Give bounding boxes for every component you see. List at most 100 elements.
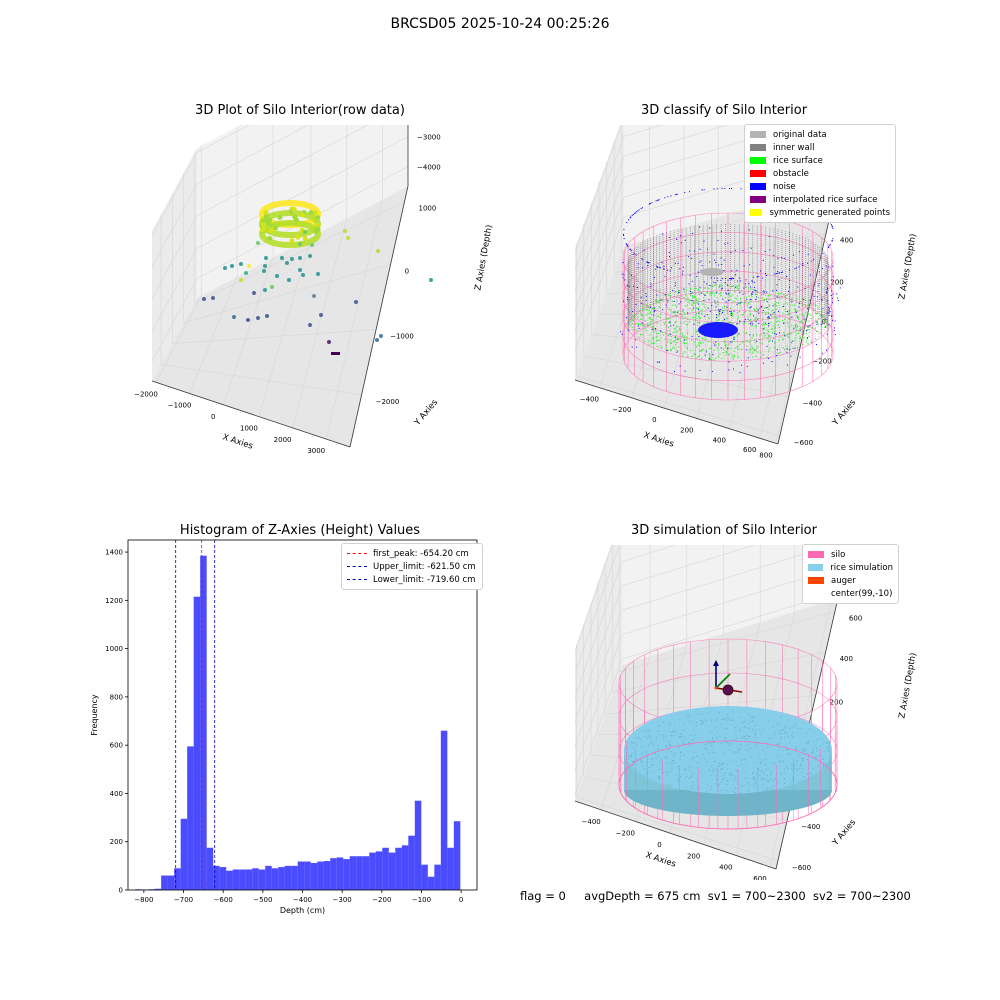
- rice-simulation-point: [693, 756, 695, 758]
- noise-point: [660, 330, 661, 332]
- noise-point: [728, 361, 730, 363]
- noise-point: [727, 347, 729, 349]
- rice-simulation-point: [755, 737, 757, 739]
- rice-surface-point: [807, 304, 809, 306]
- noise-point: [820, 324, 822, 325]
- rice-surface-point: [739, 304, 741, 306]
- rice-surface-point: [682, 315, 684, 317]
- rice-surface-point: [763, 307, 765, 309]
- rice-surface-point: [804, 319, 806, 321]
- noise-point: [804, 287, 806, 289]
- rice-simulation-point: [732, 743, 733, 745]
- rice-simulation-point: [779, 761, 781, 763]
- rice-simulation-point: [741, 737, 743, 739]
- rice-surface-point: [678, 337, 680, 339]
- noise-point: [742, 293, 744, 295]
- noise-point: [768, 357, 769, 359]
- noise-point: [831, 302, 833, 304]
- rice-simulation-point: [801, 757, 802, 759]
- legend-line: [347, 553, 367, 554]
- rice-surface-point: [816, 312, 818, 314]
- noise-point: [763, 291, 765, 293]
- rice-simulation-point: [827, 746, 829, 748]
- depth-histogram[interactable]: −800 −700 −600 −500 −400 −300 −200 −100 00200400…: [80, 530, 500, 920]
- rice-surface-point: [678, 290, 680, 292]
- rice-simulation-point: [825, 763, 827, 765]
- rice-simulation-point: [769, 746, 771, 748]
- rice-simulation-point: [666, 774, 668, 776]
- auger-point: [714, 686, 718, 690]
- rice-simulation-point: [745, 749, 747, 751]
- rice-surface-point: [765, 311, 767, 313]
- rice-surface-point: [648, 310, 650, 312]
- rice-simulation-point: [754, 786, 756, 788]
- rice-simulation-point: [782, 729, 784, 730]
- rice-surface-point: [632, 319, 634, 321]
- noise-point: [710, 277, 712, 279]
- noise-point: [623, 274, 625, 276]
- histogram-bar: [408, 835, 415, 890]
- rice-simulation-point: [765, 758, 767, 760]
- rice-surface-point: [774, 327, 776, 329]
- noise-point: [669, 321, 671, 323]
- noise-point: [621, 273, 623, 275]
- raw-data-point: [239, 278, 243, 282]
- rice-surface-point: [662, 334, 664, 336]
- rice-surface-point: [762, 291, 764, 293]
- rice-surface-point: [775, 321, 777, 323]
- histogram-bar: [395, 847, 402, 890]
- rice-surface-point: [802, 305, 804, 307]
- noise-point: [626, 285, 628, 287]
- rice-surface-point: [694, 353, 696, 355]
- rice-surface-point: [764, 335, 766, 337]
- x-tick-label: −800: [134, 896, 153, 904]
- rice-surface-point: [716, 321, 718, 323]
- rice-simulation-point: [814, 731, 816, 733]
- rice-simulation-point: [758, 729, 760, 730]
- rice-surface-point: [713, 342, 715, 344]
- rice-surface-point: [732, 340, 734, 342]
- noise-point: [739, 320, 741, 322]
- rice-simulation-point: [718, 784, 720, 786]
- rice-surface-point: [768, 305, 770, 307]
- floor-pane: [575, 181, 838, 444]
- rice-simulation-point: [780, 716, 782, 718]
- noise-point: [786, 364, 788, 366]
- noise-point: [667, 196, 669, 198]
- rice-simulation-point: [652, 758, 654, 760]
- rice-surface-point: [752, 347, 754, 349]
- noise-point: [674, 194, 676, 196]
- noise-point: [763, 332, 765, 334]
- rice-surface-point: [682, 333, 684, 335]
- raw-data-3d-plot[interactable]: −2000−10000100020003000−2000−100001000−4…: [130, 125, 500, 465]
- noise-point: [829, 308, 830, 310]
- rice-simulation-point: [658, 775, 660, 777]
- legend-swatch: [808, 577, 824, 584]
- rice-simulation-point: [632, 761, 634, 762]
- simulation-3d-plot[interactable]: −400−2000200400600−600−400−2000200400600…: [555, 545, 925, 880]
- rice-surface-point: [666, 348, 668, 350]
- rice-simulation-point: [774, 762, 776, 764]
- noise-point: [772, 305, 774, 307]
- rice-surface-point: [786, 294, 788, 296]
- rice-simulation-point: [754, 783, 756, 785]
- z-grid-line: [574, 610, 623, 747]
- rice-simulation-point: [787, 753, 789, 755]
- rice-surface-point: [756, 347, 758, 349]
- rice-simulation-point: [740, 747, 742, 749]
- rice-surface-point: [658, 299, 660, 301]
- rice-surface-point: [736, 335, 738, 337]
- rice-simulation-point: [689, 777, 691, 779]
- rice-surface-point: [738, 316, 740, 318]
- rice-simulation-point: [744, 725, 746, 727]
- noise-point: [724, 282, 726, 284]
- rice-surface-point: [795, 308, 797, 310]
- noise-point: [729, 341, 731, 343]
- rice-simulation-point: [755, 733, 757, 735]
- rice-surface-point: [817, 317, 819, 319]
- y-tick-label: 200: [110, 838, 123, 846]
- rice-surface-point: [757, 291, 759, 293]
- rice-simulation-point: [726, 780, 728, 782]
- rice-surface-point: [698, 356, 700, 358]
- noise-point: [689, 291, 691, 293]
